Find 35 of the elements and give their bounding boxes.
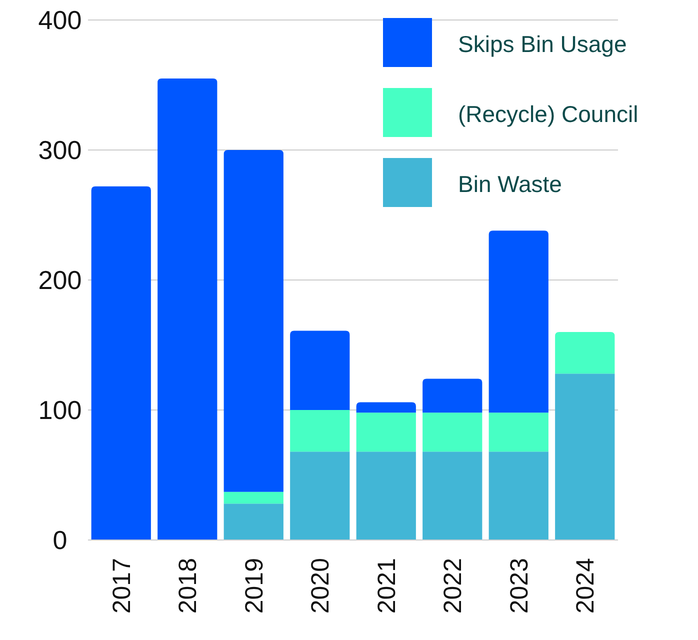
x-tick-label: 2020 [306,558,335,614]
bar [422,452,482,540]
x-tick-label: 2019 [240,558,268,614]
bar [488,230,548,413]
x-tick-label: 2021 [372,558,401,614]
x-tick-label: 2022 [439,558,468,614]
bar [290,410,350,452]
bar [224,492,284,504]
legend-label: Skips Bin Usage [458,31,627,58]
bar [422,412,482,452]
bar [422,378,482,413]
bar [555,332,615,374]
x-tick-label: 2024 [572,558,600,614]
y-tick-label: 0 [52,525,68,556]
x-tick-label: 2018 [174,558,202,614]
bar [290,330,350,410]
bar [290,452,350,540]
bar [224,504,284,540]
bar [91,186,151,540]
bar [356,412,416,452]
y-tick-label: 100 [38,395,82,426]
bar [224,150,284,492]
x-tick-label: 2023 [505,558,534,614]
y-tick-label: 400 [38,5,82,36]
x-tick-label: 2017 [108,558,136,614]
legend-label: (Recycle) Council [458,101,638,128]
bar [356,402,416,413]
bar [488,412,548,452]
y-tick-label: 300 [38,135,82,166]
bar [356,452,416,540]
legend-label: Bin Waste [458,171,562,198]
bar [158,78,218,540]
bar [488,452,548,540]
y-tick-label: 200 [38,265,82,296]
bar [555,374,615,540]
